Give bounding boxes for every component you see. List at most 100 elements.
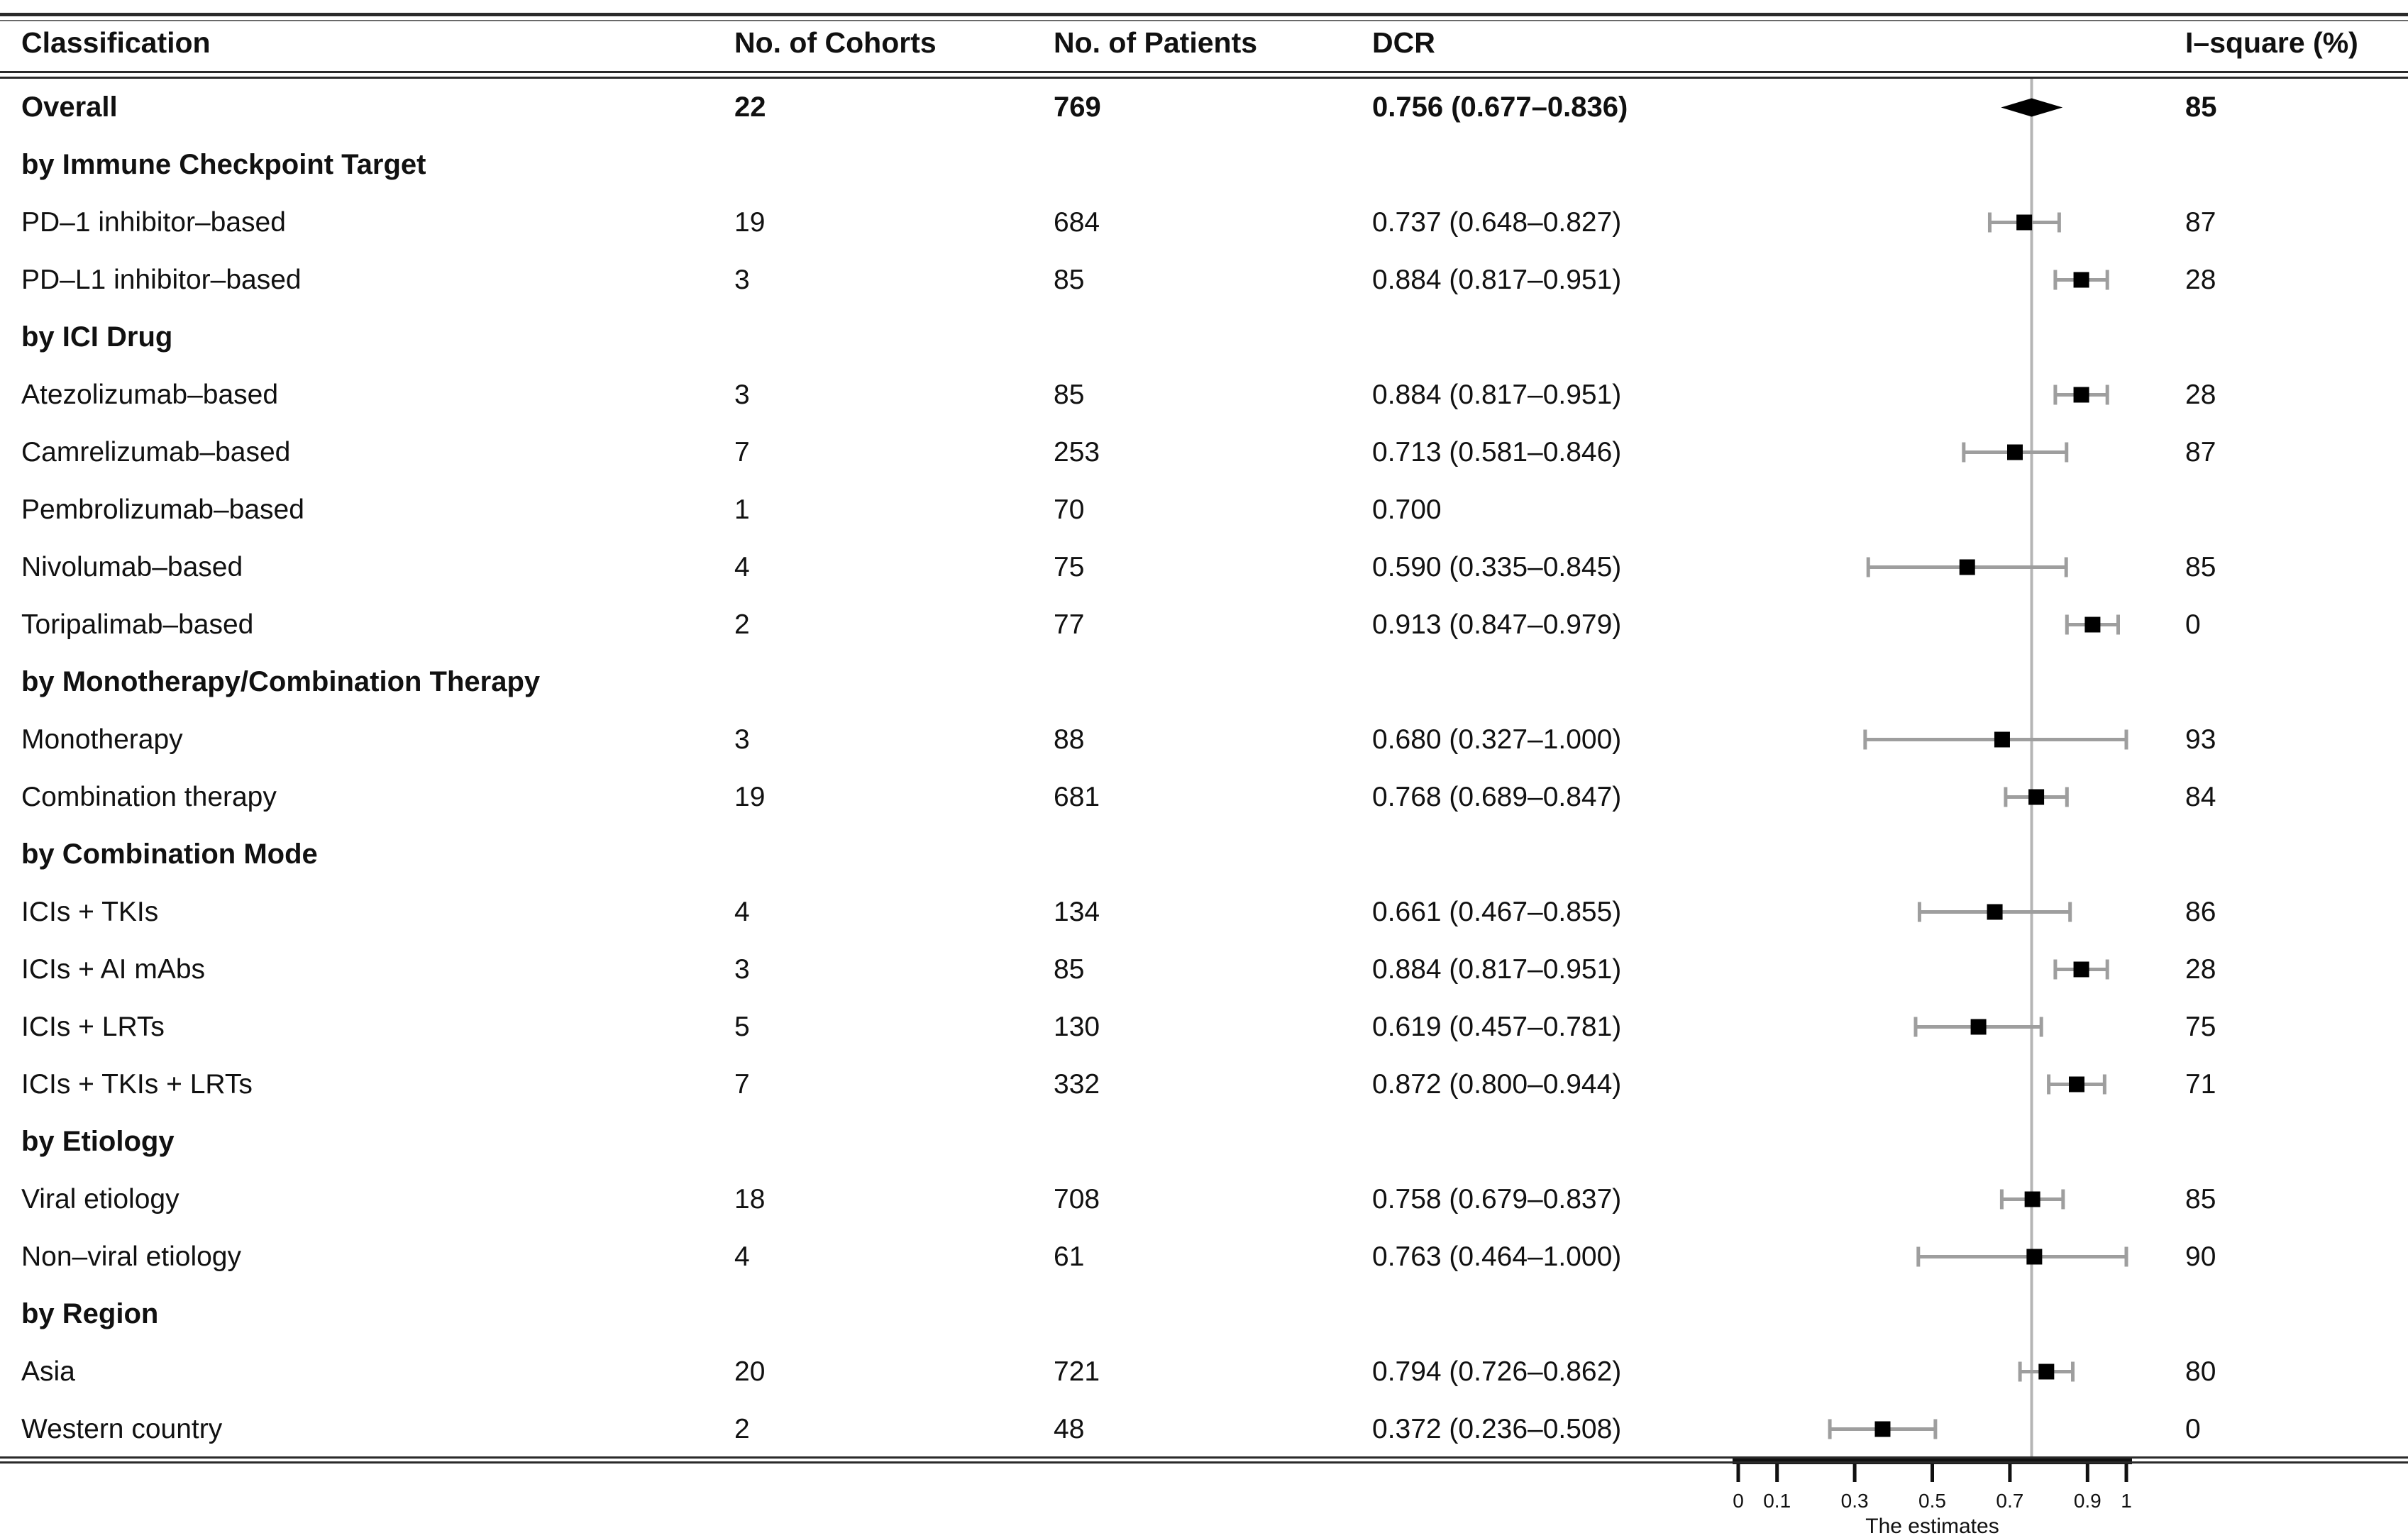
cell-patients: 721 bbox=[1054, 1356, 1100, 1387]
table-row: Camrelizumab–based 7 253 0.713 (0.581–0.846… bbox=[0, 424, 2408, 481]
axis-tick-label: 0.5 bbox=[1918, 1490, 1946, 1512]
cell-patients: 61 bbox=[1054, 1241, 1085, 1272]
top-rule bbox=[0, 13, 2408, 16]
cell-classification: ICIs + TKIs bbox=[21, 897, 159, 927]
axis-tick-label: 0.1 bbox=[1763, 1490, 1791, 1512]
table-row: Combination therapy 19 681 0.768 (0.689–0.8… bbox=[0, 768, 2408, 826]
cell-i-square: 80 bbox=[2185, 1356, 2216, 1387]
cell-i-square: 87 bbox=[2185, 207, 2216, 238]
axis-tick-label: 0.3 bbox=[1841, 1490, 1869, 1512]
cell-i-square: 0 bbox=[2185, 609, 2201, 640]
section-row: by Monotherapy/Combination Therapy bbox=[0, 653, 2408, 711]
cell-cohorts: 18 bbox=[734, 1184, 766, 1215]
cell-i-square: 28 bbox=[2185, 954, 2216, 985]
cell-cohorts: 19 bbox=[734, 782, 766, 812]
cell-i-square: 84 bbox=[2185, 782, 2216, 812]
cell-classification: PD–1 inhibitor–based bbox=[21, 207, 286, 238]
table-row: Non–viral etiology 4 61 0.763 (0.464–1.000)… bbox=[0, 1228, 2408, 1285]
cell-dcr: 0.758 (0.679–0.837) bbox=[1372, 1184, 1622, 1215]
cell-classification: by Monotherapy/Combination Therapy bbox=[21, 666, 541, 697]
cell-i-square: 85 bbox=[2185, 552, 2216, 582]
cell-cohorts: 4 bbox=[734, 897, 750, 927]
cell-classification: by Immune Checkpoint Target bbox=[21, 149, 426, 180]
cell-cohorts: 4 bbox=[734, 1241, 750, 1272]
cell-i-square: 90 bbox=[2185, 1241, 2216, 1272]
cell-patients: 684 bbox=[1054, 207, 1100, 238]
cell-classification: by Region bbox=[21, 1298, 159, 1329]
axis-tick-label: 0 bbox=[1733, 1490, 1744, 1512]
table-row: Nivolumab–based 4 75 0.590 (0.335–0.845) 85 bbox=[0, 538, 2408, 596]
cell-classification: Western country bbox=[21, 1414, 223, 1444]
axis-tick-label: 0.7 bbox=[1996, 1490, 2023, 1512]
cell-patients: 85 bbox=[1054, 380, 1085, 410]
cell-cohorts: 3 bbox=[734, 265, 750, 295]
cell-dcr: 0.619 (0.457–0.781) bbox=[1372, 1012, 1622, 1042]
table-row: Western country 2 48 0.372 (0.236–0.508) 0 bbox=[0, 1400, 2408, 1458]
cell-i-square: 28 bbox=[2185, 380, 2216, 410]
table-row: Pembrolizumab–based 1 70 0.700 bbox=[0, 481, 2408, 538]
cell-classification: Monotherapy bbox=[21, 724, 183, 755]
cell-i-square: 28 bbox=[2185, 265, 2216, 295]
cell-cohorts: 20 bbox=[734, 1356, 766, 1387]
cell-classification: Toripalimab–based bbox=[21, 609, 254, 640]
cell-patients: 332 bbox=[1054, 1069, 1100, 1100]
table-row: ICIs + TKIs 4 134 0.661 (0.467–0.855) 86 bbox=[0, 883, 2408, 941]
column-header-cohorts: No. of Cohorts bbox=[734, 26, 937, 59]
cell-classification: Nivolumab–based bbox=[21, 552, 243, 582]
cell-cohorts: 1 bbox=[734, 494, 750, 525]
cell-patients: 85 bbox=[1054, 265, 1085, 295]
table-row: Asia 20 721 0.794 (0.726–0.862) 80 bbox=[0, 1343, 2408, 1400]
axis-tick-label: 0.9 bbox=[2074, 1490, 2102, 1512]
cell-dcr: 0.590 (0.335–0.845) bbox=[1372, 552, 1622, 582]
cell-patients: 70 bbox=[1054, 494, 1085, 525]
cell-patients: 85 bbox=[1054, 954, 1085, 985]
cell-dcr: 0.756 (0.677–0.836) bbox=[1372, 92, 1628, 123]
column-header-dcr: DCR bbox=[1372, 26, 1435, 59]
cell-dcr: 0.700 bbox=[1372, 494, 1442, 525]
cell-cohorts: 7 bbox=[734, 437, 750, 468]
cell-cohorts: 2 bbox=[734, 1414, 750, 1444]
cell-classification: by ICI Drug bbox=[21, 321, 173, 353]
cell-dcr: 0.872 (0.800–0.944) bbox=[1372, 1069, 1622, 1100]
cell-cohorts: 4 bbox=[734, 552, 750, 582]
axis-tick-label: 1 bbox=[2121, 1490, 2132, 1512]
table-row: ICIs + LRTs 5 130 0.619 (0.457–0.781) 75 bbox=[0, 998, 2408, 1056]
axis-title: The estimates bbox=[1865, 1515, 1999, 1538]
cell-classification: Viral etiology bbox=[21, 1184, 180, 1215]
section-row: by Etiology bbox=[0, 1113, 2408, 1171]
table-row: ICIs + TKIs + LRTs 7 332 0.872 (0.800–0.944… bbox=[0, 1056, 2408, 1113]
table-row: PD–1 inhibitor–based 19 684 0.737 (0.648–0.… bbox=[0, 194, 2408, 251]
cell-patients: 253 bbox=[1054, 437, 1100, 468]
cell-dcr: 0.884 (0.817–0.951) bbox=[1372, 954, 1622, 985]
cell-cohorts: 3 bbox=[734, 954, 750, 985]
cell-cohorts: 7 bbox=[734, 1069, 750, 1100]
table-row: Toripalimab–based 2 77 0.913 (0.847–0.979) 0 bbox=[0, 596, 2408, 653]
table-row: Atezolizumab–based 3 85 0.884 (0.817–0.951)… bbox=[0, 366, 2408, 424]
cell-patients: 75 bbox=[1054, 552, 1085, 582]
cell-dcr: 0.794 (0.726–0.862) bbox=[1372, 1356, 1622, 1387]
table-row: Overall 22 769 0.756 (0.677–0.836) 85 bbox=[0, 79, 2408, 136]
cell-dcr: 0.737 (0.648–0.827) bbox=[1372, 207, 1622, 238]
cell-classification: ICIs + LRTs bbox=[21, 1012, 165, 1042]
cell-cohorts: 3 bbox=[734, 724, 750, 755]
column-header-i-square: I–square (%) bbox=[2185, 26, 2358, 59]
cell-classification: ICIs + TKIs + LRTs bbox=[21, 1069, 253, 1100]
section-row: by Region bbox=[0, 1285, 2408, 1343]
cell-cohorts: 2 bbox=[734, 609, 750, 640]
cell-classification: Overall bbox=[21, 92, 118, 123]
section-row: by Immune Checkpoint Target bbox=[0, 136, 2408, 194]
cell-classification: Combination therapy bbox=[21, 782, 277, 812]
cell-patients: 77 bbox=[1054, 609, 1085, 640]
table-row: PD–L1 inhibitor–based 3 85 0.884 (0.817–0.9… bbox=[0, 251, 2408, 309]
table-row: ICIs + AI mAbs 3 85 0.884 (0.817–0.951) 28 bbox=[0, 941, 2408, 998]
cell-dcr: 0.884 (0.817–0.951) bbox=[1372, 265, 1622, 295]
cell-i-square: 93 bbox=[2185, 724, 2216, 755]
table-row: Viral etiology 18 708 0.758 (0.679–0.837) 85 bbox=[0, 1171, 2408, 1228]
cell-i-square: 87 bbox=[2185, 437, 2216, 468]
table-header-row: Classification No. of Cohorts No. of Pat… bbox=[0, 13, 2408, 72]
cell-patients: 48 bbox=[1054, 1414, 1085, 1444]
cell-patients: 708 bbox=[1054, 1184, 1100, 1215]
cell-i-square: 86 bbox=[2185, 897, 2216, 927]
column-header-patients: No. of Patients bbox=[1054, 26, 1258, 59]
